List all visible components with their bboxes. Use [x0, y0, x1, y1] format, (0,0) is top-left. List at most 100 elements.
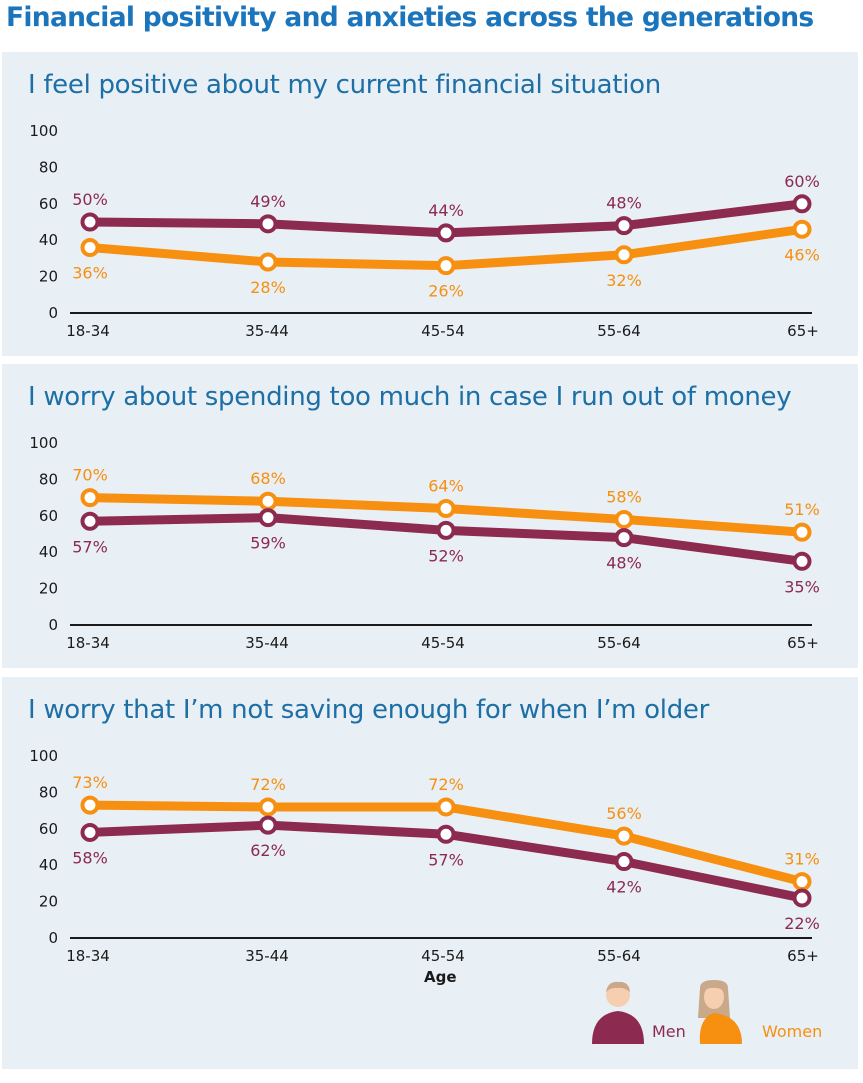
data-label-men: 57%	[72, 537, 108, 556]
legend-icons	[592, 980, 742, 1044]
y-tick-label: 100	[29, 747, 58, 765]
data-label-women: 46%	[784, 245, 820, 264]
x-tick-label: 35-44	[245, 947, 289, 965]
data-label-women: 28%	[250, 278, 286, 297]
data-label-women: 36%	[72, 263, 108, 282]
data-point-men	[258, 508, 278, 528]
y-tick-label: 20	[39, 893, 58, 911]
x-tick-label: 18-34	[66, 947, 110, 965]
data-label-men: 60%	[784, 172, 820, 191]
y-tick-label: 40	[39, 231, 58, 249]
data-point-women	[80, 795, 100, 815]
legend-men-label: Men	[652, 1022, 686, 1041]
y-tick-label: 0	[48, 929, 58, 947]
x-tick-label: 18-34	[66, 634, 110, 652]
y-tick-label: 40	[39, 856, 58, 874]
y-tick-label: 60	[39, 820, 58, 838]
data-point-women	[614, 509, 634, 529]
data-point-women	[792, 872, 812, 892]
chart-panel-1: I feel positive about my current financi…	[2, 52, 858, 356]
x-tick-label: 35-44	[245, 322, 289, 340]
data-point-women	[436, 797, 456, 817]
data-point-men	[258, 214, 278, 234]
woman-icon	[698, 980, 742, 1044]
data-point-women	[258, 491, 278, 511]
data-label-men: 35%	[784, 577, 820, 596]
y-tick-label: 60	[39, 195, 58, 213]
data-label-men: 49%	[250, 192, 286, 211]
line-chart: 0 20 40 60 80 100 18-34 35-44 45-54 55-64 65+ 50% 36…	[29, 122, 820, 340]
data-point-men	[80, 822, 100, 842]
data-point-women	[614, 245, 634, 265]
chart-panel-2: I worry about spending too much in case …	[2, 364, 858, 668]
data-label-men: 48%	[606, 194, 642, 213]
data-label-men: 59%	[250, 534, 286, 553]
data-label-men: 52%	[428, 546, 464, 565]
data-label-men: 22%	[784, 914, 820, 933]
y-tick-label: 40	[39, 543, 58, 561]
data-point-women	[80, 488, 100, 508]
chart-title: I worry that I’m not saving enough for w…	[28, 695, 709, 725]
data-point-men	[614, 216, 634, 236]
y-tick-label: 20	[39, 580, 58, 598]
data-point-women	[258, 252, 278, 272]
y-tick-label: 0	[48, 616, 58, 634]
y-tick-label: 20	[39, 268, 58, 286]
x-tick-label: 65+	[787, 947, 819, 965]
x-tick-label: 35-44	[245, 634, 289, 652]
data-label-women: 68%	[250, 469, 286, 488]
data-point-men	[792, 888, 812, 908]
data-label-men: 50%	[72, 190, 108, 209]
data-label-women: 58%	[606, 487, 642, 506]
data-point-men	[614, 528, 634, 548]
y-tick-label: 80	[39, 783, 58, 801]
data-point-women	[614, 826, 634, 846]
man-icon	[592, 981, 644, 1044]
data-point-women	[792, 219, 812, 239]
data-label-women: 51%	[784, 500, 820, 519]
legend-women-label: Women	[762, 1022, 823, 1041]
y-tick-label: 80	[39, 470, 58, 488]
y-tick-label: 100	[29, 434, 58, 452]
data-label-women: 72%	[250, 775, 286, 794]
data-point-men	[258, 815, 278, 835]
data-label-men: 58%	[72, 848, 108, 867]
line-chart: 0 20 40 60 80 100 18-34 35-44 45-54 55-64 65+ 73% 58…	[29, 747, 820, 965]
data-point-women	[258, 797, 278, 817]
x-tick-label: 55-64	[597, 947, 641, 965]
data-label-men: 57%	[428, 850, 464, 869]
x-tick-label: 18-34	[66, 322, 110, 340]
data-point-men	[80, 212, 100, 232]
x-tick-label: 55-64	[597, 634, 641, 652]
data-point-men	[614, 852, 634, 872]
x-tick-label: 45-54	[421, 322, 465, 340]
x-tick-label: 45-54	[421, 634, 465, 652]
x-tick-label: 45-54	[421, 947, 465, 965]
data-point-women	[80, 237, 100, 257]
x-tick-label: 55-64	[597, 322, 641, 340]
page-title: Financial positivity and anxieties acros…	[6, 2, 814, 33]
data-point-men	[436, 223, 456, 243]
data-point-men	[436, 520, 456, 540]
line-chart: 0 20 40 60 80 100 18-34 35-44 45-54 55-64 65+ 70% 57…	[29, 434, 820, 652]
x-axis-title: Age	[424, 968, 457, 986]
data-label-women: 73%	[72, 773, 108, 792]
data-label-men: 48%	[606, 554, 642, 573]
data-label-women: 32%	[606, 271, 642, 290]
y-tick-label: 60	[39, 507, 58, 525]
data-label-women: 70%	[72, 466, 108, 485]
data-label-women: 56%	[606, 804, 642, 823]
chart-title: I feel positive about my current financi…	[28, 70, 661, 100]
y-tick-label: 100	[29, 122, 58, 140]
x-tick-label: 65+	[787, 322, 819, 340]
legend: Men Women	[590, 978, 840, 1048]
data-label-men: 44%	[428, 201, 464, 220]
data-point-women	[792, 522, 812, 542]
data-point-women	[436, 256, 456, 276]
data-point-men	[436, 824, 456, 844]
data-point-men	[80, 511, 100, 531]
data-label-women: 64%	[428, 477, 464, 496]
y-tick-label: 80	[39, 158, 58, 176]
y-tick-label: 0	[48, 304, 58, 322]
chart-title: I worry about spending too much in case …	[28, 382, 792, 412]
